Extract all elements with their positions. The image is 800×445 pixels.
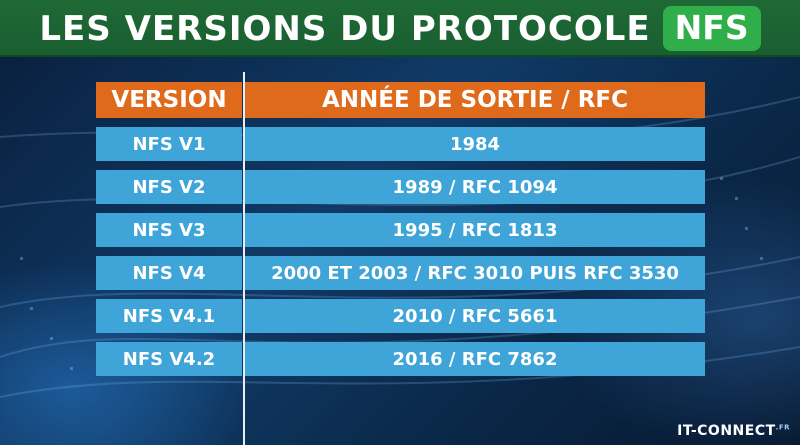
year-rfc-cell: 2000 ET 2003 / RFC 3010 PUIS RFC 3530 — [245, 256, 705, 290]
version-cell: NFS V1 — [96, 127, 242, 161]
site-logo: IT-CONNECT.FR — [677, 423, 790, 439]
version-cell: NFS V2 — [96, 170, 242, 204]
table-header-row: VERSION ANNÉE DE SORTIE / RFC — [96, 82, 705, 118]
version-cell: NFS V4.2 — [96, 342, 242, 376]
year-rfc-cell: 1984 — [245, 127, 705, 161]
column-header-year-rfc: ANNÉE DE SORTIE / RFC — [245, 82, 705, 118]
column-header-version: VERSION — [96, 82, 242, 118]
background-image — [0, 57, 800, 445]
year-rfc-cell: 2016 / RFC 7862 — [245, 342, 705, 376]
table-row: NFS V4.2 2016 / RFC 7862 — [96, 342, 705, 376]
title-bar: LES VERSIONS DU PROTOCOLE NFS — [0, 0, 800, 57]
column-divider — [243, 72, 245, 445]
year-rfc-cell: 2010 / RFC 5661 — [245, 299, 705, 333]
versions-table: VERSION ANNÉE DE SORTIE / RFC NFS V1 198… — [96, 82, 705, 376]
table-row: NFS V3 1995 / RFC 1813 — [96, 213, 705, 247]
version-cell: NFS V4 — [96, 256, 242, 290]
table-row: NFS V4.1 2010 / RFC 5661 — [96, 299, 705, 333]
table-row: NFS V4 2000 ET 2003 / RFC 3010 PUIS RFC … — [96, 256, 705, 290]
site-logo-suffix: .FR — [775, 423, 790, 432]
title-badge: NFS — [662, 6, 761, 51]
table-row: NFS V2 1989 / RFC 1094 — [96, 170, 705, 204]
table-row: NFS V1 1984 — [96, 127, 705, 161]
page-title: LES VERSIONS DU PROTOCOLE — [39, 8, 651, 49]
version-cell: NFS V4.1 — [96, 299, 242, 333]
header-divider — [0, 55, 800, 57]
year-rfc-cell: 1995 / RFC 1813 — [245, 213, 705, 247]
year-rfc-cell: 1989 / RFC 1094 — [245, 170, 705, 204]
site-logo-text: IT-CONNECT — [677, 423, 776, 439]
version-cell: NFS V3 — [96, 213, 242, 247]
